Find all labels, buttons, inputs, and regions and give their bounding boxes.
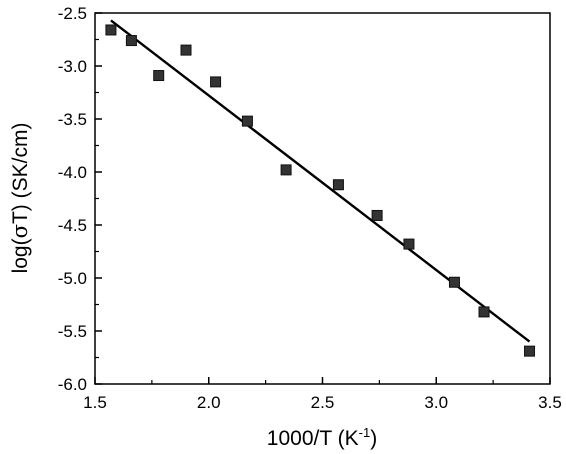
x-tick-label: 3.0 (424, 393, 448, 412)
plot-frame (94, 12, 551, 385)
data-point (280, 164, 292, 176)
x-axis-ticks: 1.5 2.0 2.5 3.0 3.5 (83, 377, 562, 412)
y-axis-ticks: -2.5 -3.0 -3.5 -4.0 -4.5 -5.0 -5.5 -6.0 (58, 4, 102, 394)
x-tick-label: 2.5 (311, 393, 335, 412)
y-tick-label: -4.0 (58, 163, 87, 182)
data-point (180, 44, 192, 56)
data-point (448, 276, 460, 288)
data-point (403, 238, 415, 250)
y-tick-label: -6.0 (58, 375, 87, 394)
y-tick-label: -3.0 (58, 57, 87, 76)
data-point (210, 76, 222, 88)
y-axis-label: log(σT) (SK/cm) (8, 123, 32, 274)
data-point (478, 306, 490, 318)
fit-line-layer (110, 19, 531, 343)
data-point (153, 70, 165, 82)
y-tick-label: -5.0 (58, 269, 87, 288)
y-tick-label: -3.5 (58, 110, 87, 129)
data-point (125, 35, 137, 47)
data-point (105, 24, 117, 36)
y-tick-label: -4.5 (58, 216, 87, 235)
y-tick-label: -5.5 (58, 322, 87, 341)
data-points (105, 24, 536, 357)
y-tick-label: -2.5 (58, 4, 87, 23)
x-tick-label: 2.0 (197, 393, 221, 412)
linear-fit-line (110, 19, 531, 343)
data-point (524, 345, 536, 357)
data-point (371, 209, 383, 221)
x-tick-label: 1.5 (83, 393, 107, 412)
x-tick-label: 3.5 (538, 393, 562, 412)
x-axis-label: 1000/T (K-1) (267, 425, 377, 450)
data-point (241, 115, 253, 127)
data-point (332, 179, 344, 191)
